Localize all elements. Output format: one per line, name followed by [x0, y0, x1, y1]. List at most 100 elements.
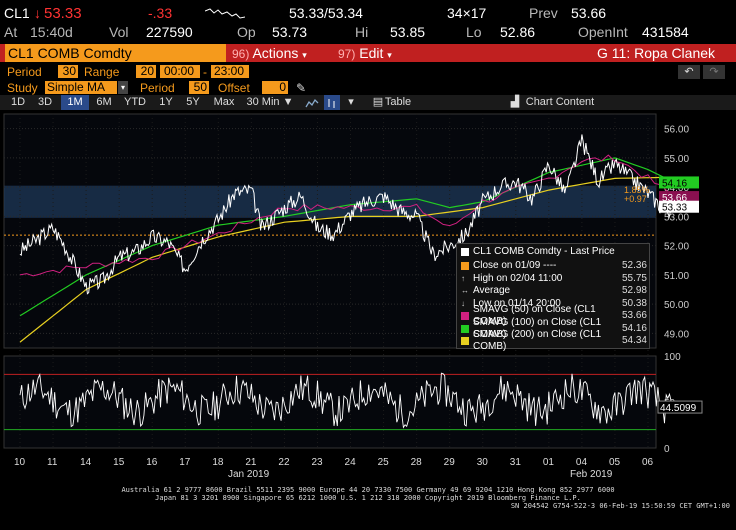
pencil-icon[interactable]: ✎ — [296, 81, 307, 95]
price-tick-6: 50.00 — [664, 300, 689, 311]
net-change: -.33 — [148, 5, 173, 21]
vol-value: 227590 — [146, 24, 193, 40]
x-tick-5: 17 — [179, 457, 191, 468]
quote-line-2: At 15:40d Vol 227590 Op 53.73 Hi 53.85 L… — [0, 23, 736, 41]
settings-row-study: Study Simple MA ▾ Period 50 Offset 0 ✎ — [0, 80, 736, 96]
open-int-value: 431584 — [642, 24, 689, 40]
price-tick-2: 54.00 — [664, 183, 689, 194]
study-period-label: Period — [140, 81, 175, 95]
ticker-symbol: CL1 — [4, 5, 30, 21]
x-tick-16: 01 — [543, 457, 555, 468]
price-swatch — [461, 248, 469, 256]
price-tick-7: 49.00 — [664, 329, 689, 340]
range-1m-button[interactable]: 1M — [61, 95, 89, 110]
dropdown-arrow-icon: ▾ — [387, 50, 392, 60]
bar-chart-icon[interactable] — [324, 95, 340, 110]
dropdown-arrow-icon: ▾ — [302, 50, 307, 60]
legend-low-label: Low on 01/14 20:00 — [473, 297, 561, 309]
legend-close-value: 52.36 — [621, 260, 647, 271]
time-from-input[interactable]: 00:00 — [160, 65, 200, 78]
legend-close-label: Close on 01/09 ---- — [473, 260, 557, 271]
range-1y-button[interactable]: 1Y — [159, 96, 173, 108]
offset-label: Offset — [218, 81, 250, 95]
redo-icon[interactable]: ↷ — [703, 65, 725, 79]
price-tick-5: 51.00 — [664, 271, 689, 282]
oscillator-panel — [3, 355, 657, 449]
quote-time: 15:40d — [30, 24, 73, 40]
x-tick-9: 23 — [311, 457, 323, 468]
x-tick-0: 10 — [14, 457, 26, 468]
edit-menu-label: Edit — [359, 45, 384, 61]
legend-low-swatch: ↓ — [461, 298, 465, 308]
oscillator-line — [19, 372, 674, 429]
legend-high-swatch: ↑ — [461, 273, 465, 283]
price-tick-3: 53.00 — [664, 212, 689, 223]
legend-average-label: Average — [473, 285, 511, 296]
legend-sma50-swatch — [461, 312, 469, 320]
legend-average: ↔ Average 52.98 — [461, 285, 647, 297]
line-chart-icon[interactable] — [304, 95, 320, 110]
legend-high-value: 55.75 — [621, 272, 647, 284]
security-field[interactable]: CL1 COMB Comdty — [5, 44, 226, 62]
x-tick-14: 30 — [477, 457, 489, 468]
study-period-input[interactable]: 50 — [189, 81, 209, 94]
legend-sma200: SMAVG (200) on Close (CL1 COMB) 54.34 — [461, 329, 647, 352]
range-ytd-button[interactable]: YTD — [124, 96, 146, 108]
range-3d-button[interactable]: 3D — [37, 96, 53, 108]
time-separator: - — [203, 65, 207, 79]
low-label: Lo — [466, 24, 482, 40]
range-6m-button[interactable]: 6M — [96, 96, 112, 108]
sma100-line — [19, 157, 675, 317]
vol-label: Vol — [109, 24, 129, 40]
bid-ask: 53.33/53.34 — [289, 5, 363, 21]
table-button[interactable]: Table — [384, 96, 412, 108]
edit-menu[interactable]: 97) Edit ▾ — [338, 44, 392, 62]
legend-sma50: SMAVG (50) on Close (CL1 COMB) 53.66 — [461, 304, 647, 327]
last-price-tag-bg — [659, 200, 699, 213]
range-max-button[interactable]: Max — [213, 96, 235, 108]
actions-menu[interactable]: 96) Actions ▾ — [232, 44, 307, 62]
chart-toolbar — [0, 95, 736, 110]
down-arrow-icon: ↓ — [34, 5, 41, 21]
legend-sma100: SMAVG (100) on Close (CL1 COMB) 54.16 — [461, 317, 647, 340]
period-input[interactable]: 30 — [58, 65, 78, 78]
last-price-tag: 53.33 — [662, 203, 687, 214]
pct-change-label: 1.85% — [624, 185, 650, 195]
dropdown-arrow-icon[interactable]: ▾ — [348, 96, 354, 108]
period-label: Period — [7, 65, 42, 79]
settings-row-period: Period 30 Range 20 00:00 - 23:00 — [0, 64, 736, 80]
range-label: Range — [84, 65, 120, 79]
month-label-jan: Jan 2019 — [228, 469, 270, 480]
actions-menu-label: Actions — [252, 45, 299, 61]
x-tick-4: 16 — [146, 457, 158, 468]
footer-line-1: Australia 61 2 9777 8600 Brazil 5511 239… — [121, 486, 615, 494]
chart-content-button[interactable]: Chart Content — [525, 96, 595, 108]
study-select[interactable]: Simple MA — [45, 81, 117, 94]
legend-close: Close on 01/09 ---- 52.36 — [461, 260, 647, 272]
legend-close-swatch — [461, 262, 469, 270]
study-dropdown-icon[interactable]: ▾ — [118, 81, 128, 94]
sma200-line — [19, 176, 675, 343]
undo-icon[interactable]: ↶ — [678, 65, 700, 79]
price-tick-1: 55.00 — [664, 154, 689, 165]
sma50-line — [19, 154, 675, 277]
quote-line-1: CL1 ↓ 53.33 -.33 53.33/53.34 34×17 Prev … — [0, 4, 736, 22]
interval-select[interactable]: 30 Min ▼ — [242, 95, 298, 110]
sma50-tag: 53.66 — [662, 193, 687, 204]
range-input[interactable]: 20 — [136, 65, 156, 78]
x-tick-13: 29 — [444, 457, 456, 468]
x-tick-12: 28 — [411, 457, 423, 468]
price-tick-4: 52.00 — [664, 242, 689, 253]
osc-last-value: 44.5099 — [660, 403, 697, 414]
legend-sma100-value: 54.16 — [621, 322, 647, 334]
x-tick-11: 25 — [378, 457, 390, 468]
offset-input[interactable]: 0 — [262, 81, 288, 94]
legend-sma200-value: 54.34 — [621, 335, 647, 346]
sma100-tag: 54.16 — [662, 178, 687, 189]
high-value: 53.85 — [390, 24, 426, 40]
last-price: 53.33 — [44, 4, 82, 22]
range-5y-button[interactable]: 5Y — [186, 96, 200, 108]
osc-tick-2: 0 — [664, 444, 670, 455]
time-to-input[interactable]: 23:00 — [211, 65, 249, 78]
range-1d-button[interactable]: 1D — [10, 96, 26, 108]
